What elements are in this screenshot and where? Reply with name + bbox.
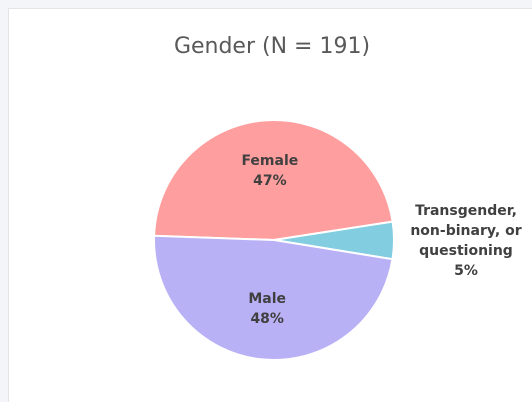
chart-title: Gender (N = 191) [174, 34, 370, 59]
pie-slice [153, 234, 394, 361]
category-label: Female [241, 152, 299, 169]
category-label: Transgender, non-binary, or questioning [410, 202, 522, 259]
pie-slice [153, 119, 394, 242]
category-label: Male [248, 291, 287, 308]
value-label: 47% [253, 172, 287, 189]
value-label: 5% [454, 262, 478, 279]
value-label: 48% [250, 311, 284, 328]
slice-label: Male 48% [217, 289, 317, 329]
slice-label: Female 47% [220, 151, 320, 191]
slice-label: Transgender, non-binary, or questioning 5… [404, 201, 528, 281]
